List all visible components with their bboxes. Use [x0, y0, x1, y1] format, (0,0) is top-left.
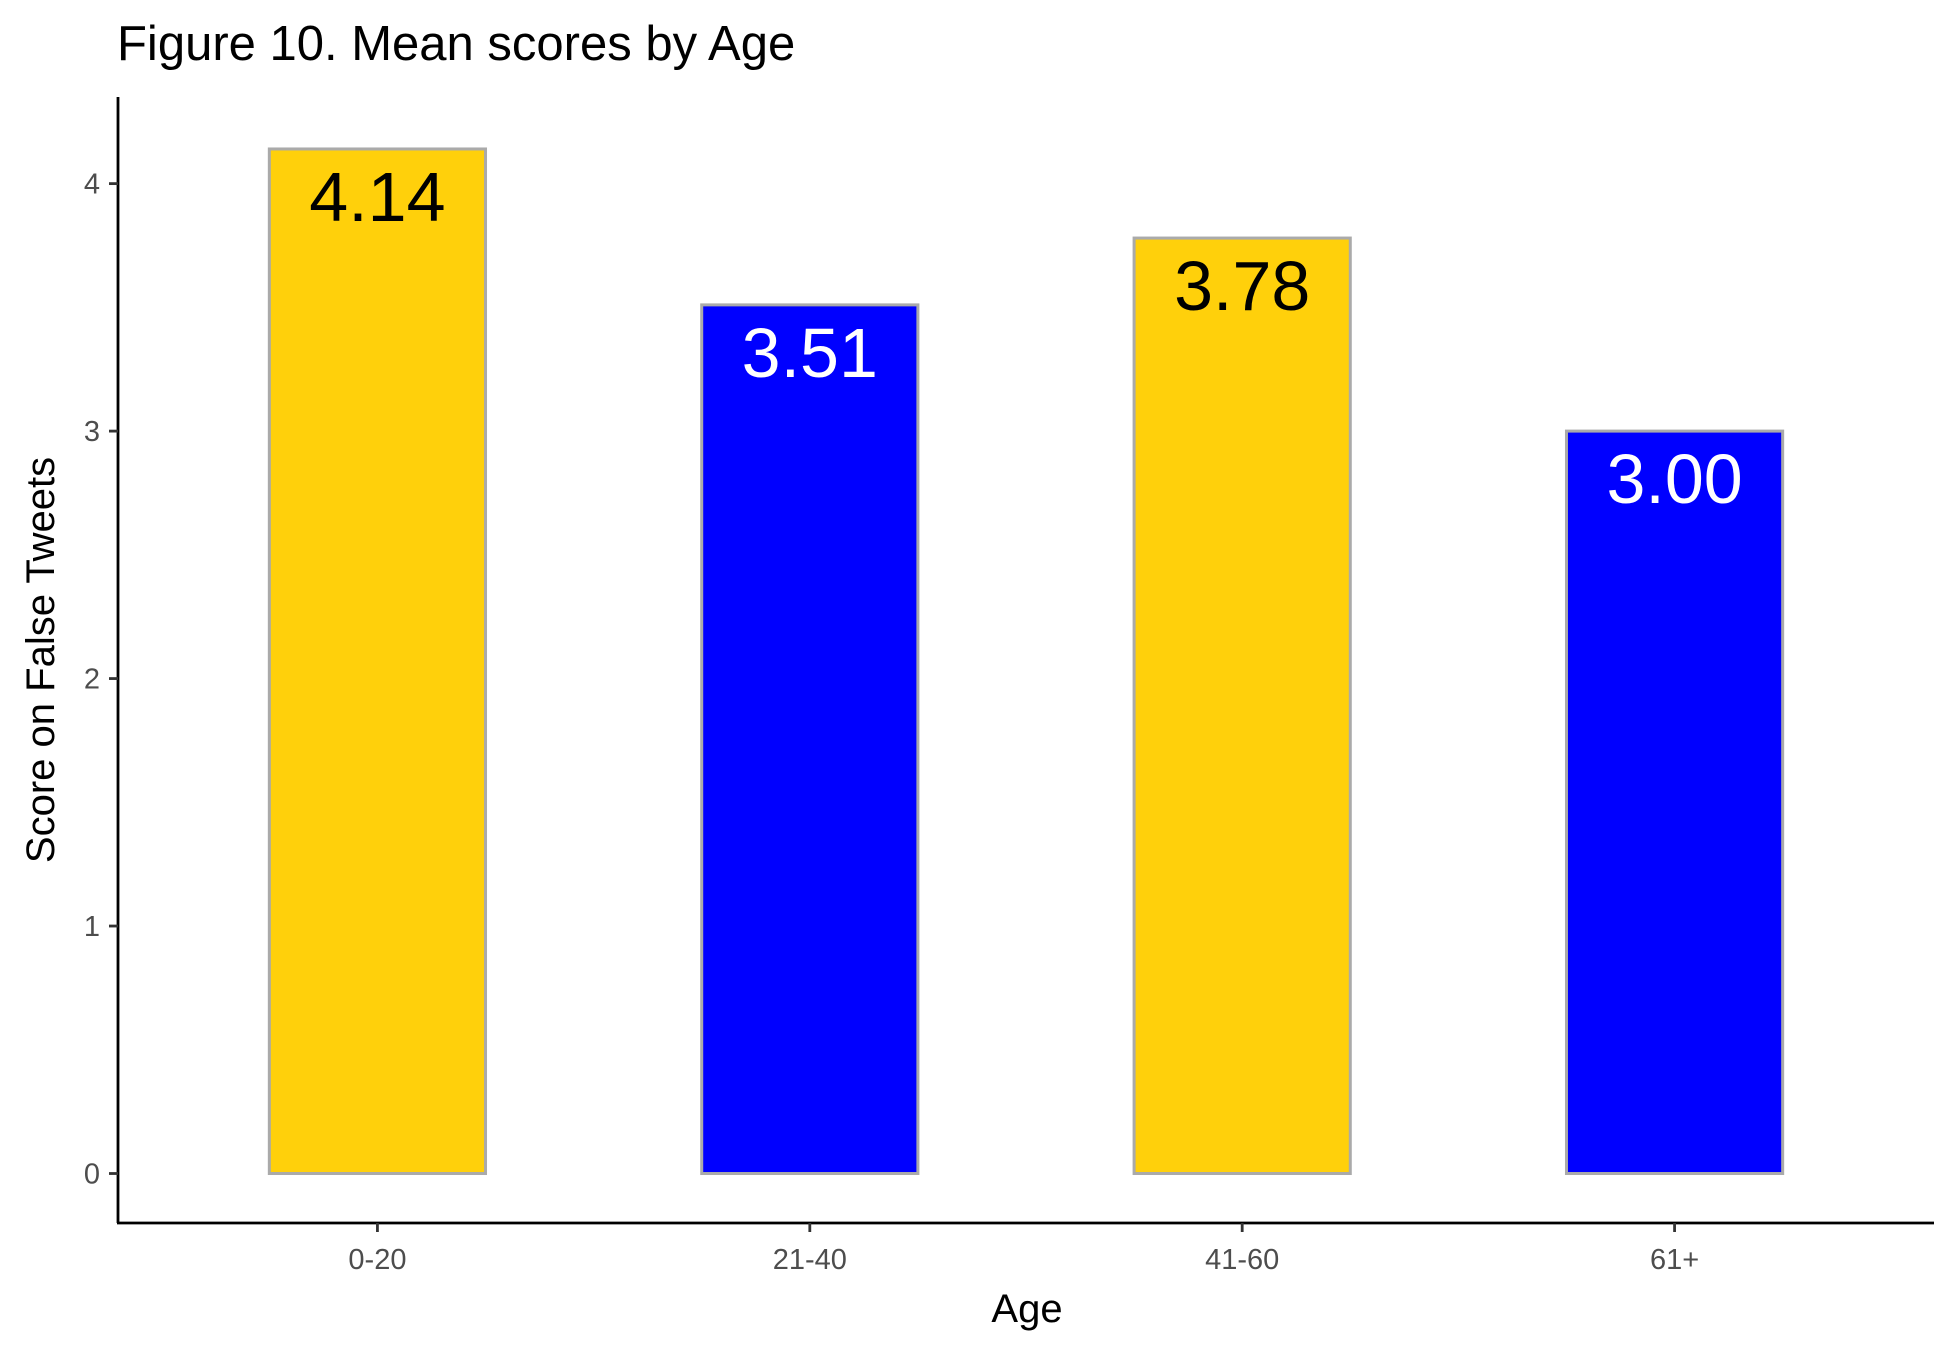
y-axis-title: Score on False Tweets: [19, 457, 63, 863]
x-axis-title: Age: [991, 1287, 1062, 1331]
y-axis-ticks: 0 1 2 3 4: [84, 169, 118, 1191]
data-label-21-40: 3.51: [742, 314, 878, 392]
data-label-0-20: 4.14: [309, 158, 445, 236]
chart-title: Figure 10. Mean scores by Age: [117, 17, 795, 71]
data-label-61+: 3.00: [1606, 440, 1742, 518]
data-label-41-60: 3.78: [1174, 247, 1310, 325]
bar-0-20: [267, 147, 488, 1176]
y-tick-label-3: 3: [84, 416, 100, 448]
y-tick-label-1: 1: [84, 911, 100, 943]
y-tick-label-4: 4: [84, 169, 100, 201]
bar-21-40: [700, 303, 920, 1176]
bars-group: [267, 147, 1785, 1176]
x-tick-label-0-20: 0-20: [348, 1244, 406, 1276]
x-tick-label-41-60: 41-60: [1205, 1244, 1279, 1276]
y-tick-label-2: 2: [84, 664, 100, 696]
x-axis-ticks: 0-20 21-40 41-60 61+: [348, 1223, 1699, 1276]
bar-61+: [1564, 429, 1785, 1176]
x-tick-label-61+: 61+: [1650, 1244, 1699, 1276]
data-labels-group: 4.14 3.51 3.78 3.00: [309, 158, 1742, 518]
y-tick-label-0: 0: [84, 1159, 100, 1191]
bar-41-60: [1132, 236, 1352, 1176]
x-tick-label-21-40: 21-40: [773, 1244, 847, 1276]
